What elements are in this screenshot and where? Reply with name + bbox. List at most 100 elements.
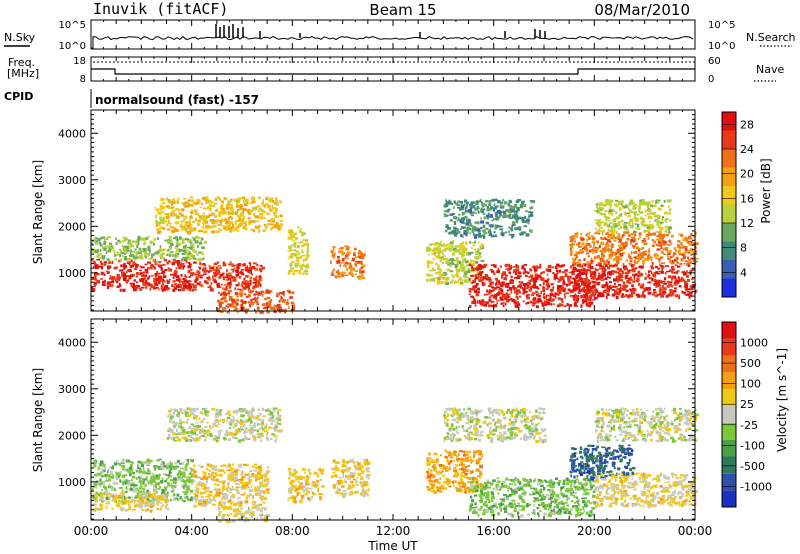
power-colorbar-tick-label: 16	[740, 192, 754, 205]
power-echo-cell	[139, 269, 142, 272]
power-echo-cell	[524, 285, 526, 289]
power-echo-cell	[445, 257, 448, 260]
power-echo-cell	[638, 205, 641, 208]
power-echo-cell	[525, 294, 529, 298]
power-echo-cell	[616, 272, 621, 274]
power-echo-cell	[273, 225, 275, 228]
power-echo-cell	[502, 210, 506, 214]
velocity-echo-cell	[115, 472, 118, 476]
power-echo-cell	[160, 256, 163, 260]
power-echo-cell	[666, 280, 671, 283]
velocity-echo-cell	[148, 491, 151, 493]
velocity-echo-cell	[93, 508, 96, 512]
power-echo-cell	[599, 250, 602, 253]
velocity-echo-cell	[176, 477, 180, 481]
power-echo-cell	[677, 276, 680, 280]
power-echo-cell	[649, 223, 653, 227]
power-echo-cell	[96, 249, 99, 253]
power-echo-cell	[94, 265, 99, 270]
velocity-echo-cell	[156, 459, 161, 462]
power-echo-cell	[182, 256, 185, 259]
power-echo-cell	[633, 211, 637, 215]
velocity-echo-cell	[104, 464, 106, 468]
power-echo-cell	[175, 279, 178, 282]
power-echo-cell	[253, 198, 256, 201]
power-echo-cell	[632, 264, 635, 267]
power-echo-cell	[646, 205, 649, 209]
power-echo-cell	[607, 228, 610, 232]
power-echo-cell	[656, 220, 661, 224]
power-echo-cell	[601, 270, 604, 273]
power-echo-cell	[582, 267, 585, 272]
power-echo-cell	[236, 202, 238, 206]
power-echo-cell	[556, 271, 559, 274]
power-echo-cell	[576, 295, 580, 297]
power-echo-cell	[212, 230, 215, 234]
power-echo-cell	[585, 248, 589, 252]
power-echo-cell	[513, 269, 516, 272]
power-echo-cell	[183, 197, 187, 200]
power-echo-cell	[526, 290, 529, 293]
power-echo-cell	[351, 272, 354, 276]
power-echo-cell	[517, 199, 522, 202]
power-echo-cell	[608, 285, 612, 288]
velocity-echo-cell	[118, 474, 122, 477]
power-echo-cell	[616, 223, 621, 227]
power-echo-cell	[167, 199, 171, 202]
power-echo-cell	[261, 304, 265, 307]
power-echo-cell	[529, 200, 532, 203]
power-echo-cell	[582, 300, 585, 303]
power-echo-cell	[558, 265, 563, 268]
velocity-echo-cell	[137, 467, 141, 469]
power-echo-cell	[332, 246, 336, 248]
power-echo-cell	[224, 217, 227, 220]
power-echo-cell	[241, 212, 244, 215]
power-echo-cell	[481, 299, 485, 303]
power-echo-cell	[208, 270, 210, 273]
velocity-echo-cell	[129, 488, 133, 491]
power-echo-cell	[182, 218, 186, 222]
power-echo-cell	[520, 281, 524, 285]
power-echo-cell	[361, 270, 365, 274]
power-echo-cell	[229, 229, 232, 233]
velocity-echo-cell	[167, 500, 170, 503]
power-echo-cell	[186, 204, 190, 208]
power-echo-cell	[613, 227, 616, 230]
power-echo-cell	[676, 259, 678, 263]
power-echo-cell	[332, 248, 335, 251]
power-echo-cell	[662, 280, 666, 283]
power-echo-cell	[187, 285, 192, 288]
power-echo-cell	[451, 203, 453, 205]
power-echo-cell	[218, 303, 222, 306]
power-echo-cell	[493, 264, 497, 268]
power-echo-cell	[121, 271, 125, 275]
velocity-echo-cell	[128, 466, 133, 470]
power-echo-cell	[205, 222, 208, 225]
power-echo-cell	[630, 294, 634, 298]
power-echo-cell	[150, 275, 154, 277]
velocity-echo-cell	[178, 497, 181, 501]
power-echo-cell	[358, 268, 362, 271]
power-echo-cell	[669, 291, 672, 294]
velocity-echo-cell	[134, 496, 138, 499]
power-echo-cell	[550, 283, 554, 286]
velocity-echo-cell	[122, 474, 124, 478]
velocity-echo-cell	[182, 491, 186, 493]
power-echo-cell	[235, 227, 238, 230]
power-echo-cell	[229, 203, 233, 206]
power-echo-cell	[665, 220, 668, 223]
noise-left-tick-top: 10^5	[59, 20, 86, 31]
power-echo-cell	[467, 277, 470, 281]
power-echo-cell	[168, 261, 171, 263]
power-echo-cell	[358, 256, 361, 259]
power-echo-cell	[546, 282, 550, 286]
power-echo-cell	[530, 229, 533, 233]
power-echo-cell	[578, 285, 580, 288]
velocity-echo-cell	[151, 472, 154, 476]
power-echo-cell	[204, 230, 208, 234]
velocity-echo-cell	[150, 493, 154, 496]
power-echo-cell	[266, 212, 269, 215]
velocity-echo-cell	[153, 493, 156, 497]
power-echo-cell	[262, 229, 266, 232]
power-echo-cell	[350, 270, 353, 274]
